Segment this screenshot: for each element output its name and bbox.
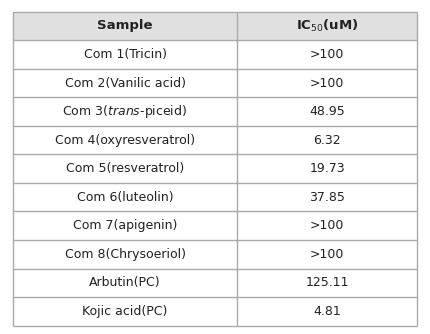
Bar: [13, 126, 417, 154]
Bar: [13, 69, 417, 97]
Bar: [13, 211, 417, 240]
Text: Com 6(luteolin): Com 6(luteolin): [77, 191, 173, 204]
Text: >100: >100: [310, 248, 344, 261]
Bar: [13, 97, 417, 126]
Bar: [13, 240, 417, 269]
Text: 19.73: 19.73: [309, 162, 345, 175]
Text: Com 8(Chrysoeriol): Com 8(Chrysoeriol): [64, 248, 186, 261]
Text: 4.81: 4.81: [313, 305, 341, 318]
Bar: [13, 269, 417, 297]
Text: Com 5(resveratrol): Com 5(resveratrol): [66, 162, 184, 175]
Text: Com 2(Vanilic acid): Com 2(Vanilic acid): [64, 76, 186, 90]
Text: 6.32: 6.32: [313, 134, 341, 147]
Bar: [13, 12, 417, 40]
Text: 125.11: 125.11: [305, 276, 349, 289]
Text: Com 7(apigenin): Com 7(apigenin): [73, 219, 177, 232]
Bar: [13, 40, 417, 69]
Text: Sample: Sample: [97, 19, 153, 32]
Bar: [13, 154, 417, 183]
Text: Com 3($\mathit{trans}$-piceid): Com 3($\mathit{trans}$-piceid): [62, 103, 187, 120]
Bar: [13, 183, 417, 211]
Text: 37.85: 37.85: [309, 191, 345, 204]
Text: >100: >100: [310, 48, 344, 61]
Text: Com 4(oxyresveratrol): Com 4(oxyresveratrol): [55, 134, 195, 147]
Text: >100: >100: [310, 219, 344, 232]
Text: Com 1(Tricin): Com 1(Tricin): [83, 48, 166, 61]
Text: 48.95: 48.95: [309, 105, 345, 118]
Bar: [13, 297, 417, 326]
Text: Arbutin(PC): Arbutin(PC): [89, 276, 161, 289]
Text: IC$_{50}$(uM): IC$_{50}$(uM): [296, 18, 359, 34]
Text: Kojic acid(PC): Kojic acid(PC): [83, 305, 168, 318]
Text: >100: >100: [310, 76, 344, 90]
